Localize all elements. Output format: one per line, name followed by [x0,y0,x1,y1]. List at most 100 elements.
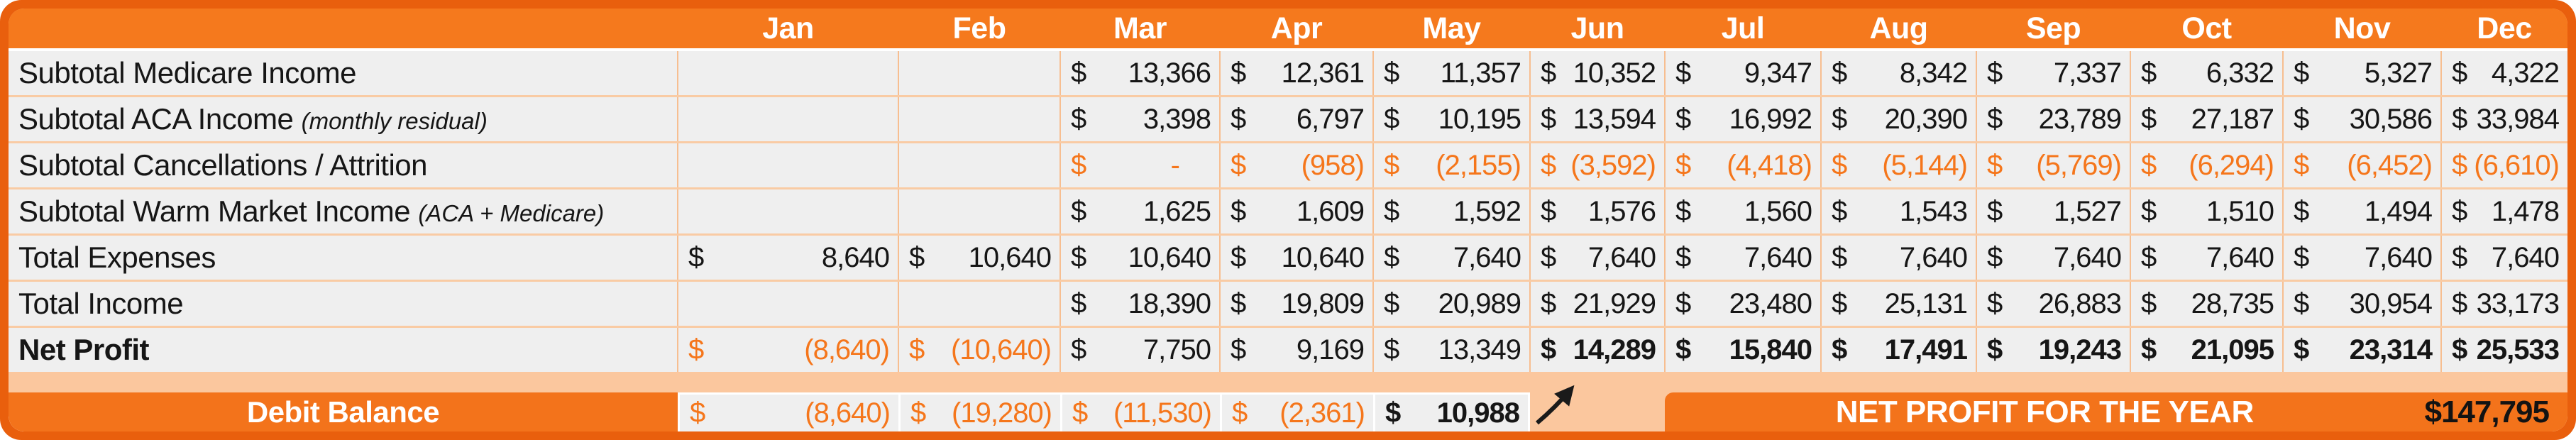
cell-aca-jun[interactable]: $13,594 [1529,96,1665,143]
cell-medicare-jun[interactable]: $10,352 [1529,50,1665,97]
cell-aca-nov[interactable]: $30,586 [2282,96,2441,143]
cell-total-income-nov[interactable]: $30,954 [2282,280,2441,328]
col-header-may[interactable]: May [1373,9,1530,51]
cell-net-profit-oct[interactable]: $21,095 [2130,326,2283,372]
cell-net-profit-sep[interactable]: $19,243 [1976,326,2130,372]
cell-cancellations-oct[interactable]: $ (6,294) [2130,142,2283,189]
cell-total-income-apr[interactable]: $19,809 [1219,280,1373,328]
cell-warm-market-aug[interactable]: $1,543 [1820,188,1976,236]
cell-medicare-jan[interactable] [677,50,898,97]
cell-net-profit-mar[interactable]: $7,750 [1059,326,1220,372]
cell-warm-market-may[interactable]: $1,592 [1372,188,1530,236]
cell-expenses-jan[interactable]: $8,640 [677,234,898,282]
col-header-sep[interactable]: Sep [1976,9,2130,51]
cell-aca-aug[interactable]: $20,390 [1820,96,1976,143]
row-label-warm-market[interactable]: Subtotal Warm Market Income (ACA + Medic… [9,188,678,236]
cell-total-income-mar[interactable]: $18,390 [1059,280,1220,328]
cell-aca-oct[interactable]: $27,187 [2130,96,2283,143]
cell-total-income-jul[interactable]: $23,480 [1664,280,1821,328]
debit-balance-label[interactable]: Debit Balance [9,392,678,431]
cell-expenses-feb[interactable]: $10,640 [898,234,1060,282]
cell-aca-jan[interactable] [677,96,898,143]
net-profit-banner[interactable]: NET PROFIT FOR THE YEAR $147,795 [1665,392,2567,431]
cell-medicare-sep[interactable]: $7,337 [1976,50,2130,97]
cell-expenses-dec[interactable]: $7,640 [2440,234,2567,282]
cell-medicare-feb[interactable] [898,50,1060,97]
cell-cancellations-dec[interactable]: $ (6,610) [2440,142,2567,189]
cell-aca-dec[interactable]: $33,984 [2440,96,2567,143]
cell-medicare-aug[interactable]: $8,342 [1820,50,1976,97]
cell-total-income-aug[interactable]: $25,131 [1820,280,1976,328]
cell-warm-market-dec[interactable]: $1,478 [2440,188,2567,236]
cell-cancellations-mar[interactable]: $ - [1059,142,1220,189]
cell-warm-market-jan[interactable] [677,188,898,236]
cell-net-profit-jun[interactable]: $14,289 [1529,326,1665,372]
row-label-cancellations[interactable]: Subtotal Cancellations / Attrition [9,142,678,189]
cell-net-profit-may[interactable]: $13,349 [1372,326,1530,372]
cell-expenses-oct[interactable]: $7,640 [2130,234,2283,282]
cell-total-income-dec[interactable]: $33,173 [2440,280,2567,328]
cell-cancellations-apr[interactable]: $ (958) [1219,142,1373,189]
cell-expenses-mar[interactable]: $10,640 [1059,234,1220,282]
cell-warm-market-oct[interactable]: $1,510 [2130,188,2283,236]
cell-aca-feb[interactable] [898,96,1060,143]
cell-expenses-may[interactable]: $7,640 [1372,234,1530,282]
cell-cancellations-jul[interactable]: $ (4,418) [1664,142,1821,189]
col-header-apr[interactable]: Apr [1220,9,1373,51]
cell-warm-market-nov[interactable]: $1,494 [2282,188,2441,236]
cell-expenses-jun[interactable]: $7,640 [1529,234,1665,282]
cell-expenses-sep[interactable]: $7,640 [1976,234,2130,282]
cell-net-profit-jan[interactable]: $ (8,640) [677,326,898,372]
cell-cancellations-nov[interactable]: $ (6,452) [2282,142,2441,189]
col-header-oct[interactable]: Oct [2130,9,2283,51]
cell-cancellations-feb[interactable] [898,142,1060,189]
cell-net-profit-feb[interactable]: $ (10,640) [898,326,1060,372]
cell-expenses-aug[interactable]: $7,640 [1820,234,1976,282]
row-label-total-income[interactable]: Total Income [9,280,678,328]
cell-total-income-oct[interactable]: $28,735 [2130,280,2283,328]
debit-cell-feb[interactable]: $ (19,280) [898,392,1060,431]
cell-medicare-dec[interactable]: $4,322 [2440,50,2567,97]
cell-aca-sep[interactable]: $23,789 [1976,96,2130,143]
col-header-aug[interactable]: Aug [1821,9,1976,51]
row-label-expenses[interactable]: Total Expenses [9,234,678,282]
cell-net-profit-jul[interactable]: $15,840 [1664,326,1821,372]
cell-warm-market-sep[interactable]: $1,527 [1976,188,2130,236]
cell-net-profit-nov[interactable]: $23,314 [2282,326,2441,372]
cell-net-profit-dec[interactable]: $25,533 [2440,326,2567,372]
col-header-jul[interactable]: Jul [1665,9,1821,51]
cell-medicare-mar[interactable]: $13,366 [1059,50,1220,97]
cell-cancellations-may[interactable]: $ (2,155) [1372,142,1530,189]
cell-medicare-jul[interactable]: $9,347 [1664,50,1821,97]
cell-aca-apr[interactable]: $6,797 [1219,96,1373,143]
cell-cancellations-aug[interactable]: $ (5,144) [1820,142,1976,189]
cell-medicare-apr[interactable]: $12,361 [1219,50,1373,97]
cell-expenses-jul[interactable]: $7,640 [1664,234,1821,282]
cell-medicare-nov[interactable]: $5,327 [2282,50,2441,97]
debit-cell-mar[interactable]: $ (11,530) [1060,392,1220,431]
cell-medicare-may[interactable]: $11,357 [1372,50,1530,97]
cell-net-profit-apr[interactable]: $9,169 [1219,326,1373,372]
cell-total-income-may[interactable]: $20,989 [1372,280,1530,328]
cell-cancellations-jun[interactable]: $ (3,592) [1529,142,1665,189]
row-label-aca[interactable]: Subtotal ACA Income (monthly residual) [9,96,678,143]
debit-cell-may[interactable]: $10,988 [1373,392,1530,431]
cell-warm-market-feb[interactable] [898,188,1060,236]
col-header-mar[interactable]: Mar [1060,9,1220,51]
cell-cancellations-jan[interactable] [677,142,898,189]
row-label-medicare[interactable]: Subtotal Medicare Income [9,50,678,97]
cell-aca-jul[interactable]: $16,992 [1664,96,1821,143]
col-header-feb[interactable]: Feb [898,9,1060,51]
cell-warm-market-jun[interactable]: $1,576 [1529,188,1665,236]
debit-cell-apr[interactable]: $ (2,361) [1220,392,1373,431]
cell-aca-may[interactable]: $10,195 [1372,96,1530,143]
cell-total-income-jan[interactable] [677,280,898,328]
cell-net-profit-aug[interactable]: $17,491 [1820,326,1976,372]
cell-medicare-oct[interactable]: $6,332 [2130,50,2283,97]
col-header-jan[interactable]: Jan [678,9,898,51]
col-header-dec[interactable]: Dec [2441,9,2567,51]
cell-warm-market-apr[interactable]: $1,609 [1219,188,1373,236]
cell-warm-market-jul[interactable]: $1,560 [1664,188,1821,236]
col-header-jun[interactable]: Jun [1530,9,1665,51]
cell-aca-mar[interactable]: $3,398 [1059,96,1220,143]
